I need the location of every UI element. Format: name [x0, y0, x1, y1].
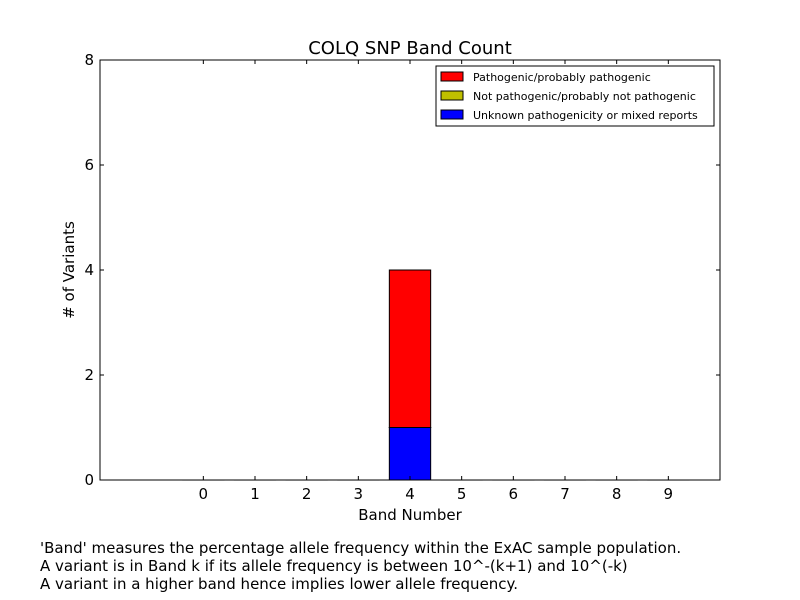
y-tick-label: 8: [84, 51, 94, 69]
x-tick-label: 3: [354, 485, 364, 503]
caption-line-2: A variant is in Band k if its allele fre…: [40, 557, 628, 575]
legend-label: Pathogenic/probably pathogenic: [473, 71, 651, 84]
y-tick-label: 0: [84, 471, 94, 489]
legend-label: Not pathogenic/probably not pathogenic: [473, 90, 696, 103]
x-axis-label: Band Number: [358, 506, 462, 524]
legend-swatch: [440, 90, 464, 101]
legend-swatch: [440, 109, 464, 120]
x-tick-label: 8: [612, 485, 622, 503]
x-tick-label: 4: [405, 485, 415, 503]
x-tick-label: 5: [457, 485, 467, 503]
legend-swatch: [440, 71, 464, 82]
y-tick-label: 2: [84, 366, 94, 384]
x-tick-label: 0: [199, 485, 209, 503]
y-tick-label: 6: [84, 156, 94, 174]
y-axis-ticks: 0 2 4 6 8: [84, 51, 720, 489]
bar-band-4-series-0: [388, 427, 432, 481]
chart-title: COLQ SNP Band Count: [308, 38, 512, 59]
caption-line-1: 'Band' measures the percentage allele fr…: [40, 539, 682, 557]
x-tick-label: 1: [250, 485, 260, 503]
x-axis-ticks: 0 1 2 3 4 5 6 7 8 9: [199, 60, 674, 503]
legend: Pathogenic/probably pathogenic Not pathog…: [435, 65, 715, 127]
bars-layer: [182, 269, 690, 481]
caption-line-3: A variant in a higher band hence implies…: [40, 575, 519, 593]
bar-band-4-series-2: [388, 269, 432, 428]
y-tick-label: 4: [84, 261, 94, 279]
legend-label: Unknown pathogenicity or mixed reports: [473, 109, 698, 122]
legend-box: [435, 65, 715, 127]
x-tick-label: 2: [302, 485, 312, 503]
x-tick-label: 6: [509, 485, 519, 503]
y-axis-label: # of Variants: [60, 221, 78, 319]
x-tick-label: 7: [560, 485, 570, 503]
x-tick-label: 9: [664, 485, 674, 503]
